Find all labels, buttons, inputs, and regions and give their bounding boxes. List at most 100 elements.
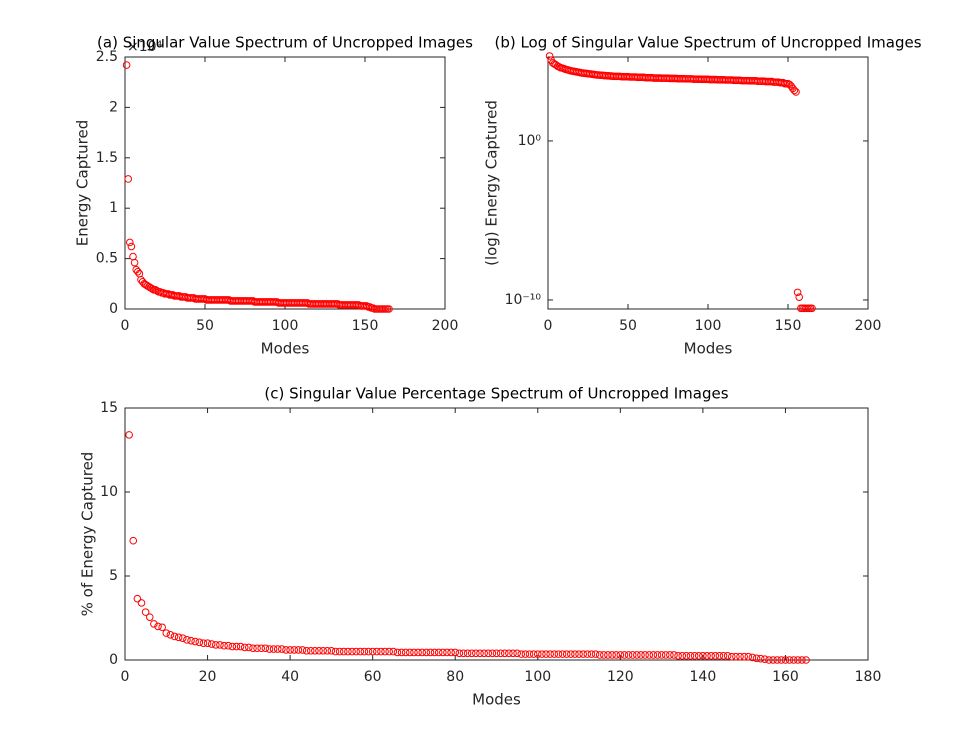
y-tick-label: 1 bbox=[109, 200, 118, 216]
data-point bbox=[686, 652, 695, 660]
data-point bbox=[740, 652, 748, 661]
data-point bbox=[397, 648, 406, 657]
data-point bbox=[761, 655, 769, 663]
data-point bbox=[567, 650, 575, 658]
y-axis-label: % of Energy Captured bbox=[79, 452, 97, 617]
data-point bbox=[191, 637, 199, 646]
chart-title: (c) Singular Value Percentage Spectrum o… bbox=[264, 385, 728, 403]
data-point bbox=[666, 651, 674, 659]
data-point bbox=[418, 648, 427, 657]
data-point bbox=[756, 654, 765, 663]
x-tick-label: 100 bbox=[695, 318, 722, 334]
chart-title: (a) Singular Value Spectrum of Uncropped… bbox=[97, 34, 473, 52]
data-point bbox=[500, 649, 509, 658]
data-point bbox=[711, 652, 720, 660]
data-point bbox=[236, 642, 245, 651]
data-point bbox=[616, 651, 625, 659]
data-point bbox=[798, 656, 806, 664]
data-point bbox=[637, 651, 645, 659]
data-point bbox=[216, 641, 224, 649]
axes-box bbox=[547, 56, 869, 310]
data-point bbox=[253, 644, 261, 653]
data-point bbox=[240, 643, 249, 652]
data-point bbox=[793, 288, 802, 297]
data-point bbox=[249, 644, 257, 653]
data-point bbox=[344, 647, 352, 656]
data-point bbox=[150, 620, 158, 628]
data-point bbox=[261, 644, 270, 653]
data-point bbox=[282, 646, 290, 654]
data-point bbox=[372, 647, 381, 656]
data-point bbox=[422, 648, 431, 657]
data-point bbox=[727, 652, 736, 661]
data-point bbox=[546, 650, 554, 658]
data-point bbox=[224, 641, 232, 650]
data-point bbox=[174, 633, 183, 642]
data-point bbox=[591, 650, 600, 658]
data-point bbox=[657, 651, 666, 659]
x-tick-label: 50 bbox=[196, 318, 214, 334]
data-point bbox=[124, 175, 132, 183]
y-tick-label: 2 bbox=[109, 99, 118, 115]
data-point bbox=[133, 594, 142, 603]
data-point bbox=[595, 651, 604, 659]
data-point bbox=[232, 642, 241, 651]
data-point bbox=[600, 651, 608, 659]
data-point bbox=[505, 649, 513, 658]
x-tick-label: 60 bbox=[364, 669, 382, 685]
x-tick-label: 0 bbox=[121, 318, 130, 334]
data-point bbox=[286, 646, 294, 654]
data-point bbox=[624, 651, 633, 659]
data-point bbox=[257, 644, 266, 653]
data-point bbox=[612, 651, 621, 659]
data-point bbox=[141, 608, 150, 616]
data-point bbox=[323, 646, 332, 655]
data-point bbox=[529, 650, 538, 658]
y-tick-label: 15 bbox=[100, 400, 118, 416]
data-point bbox=[715, 652, 724, 660]
data-point bbox=[476, 649, 484, 658]
data-point bbox=[356, 647, 365, 656]
y-tick-label: 5 bbox=[109, 568, 118, 584]
y-tick-label: 1.5 bbox=[96, 150, 118, 166]
data-point bbox=[199, 639, 208, 648]
data-point bbox=[545, 52, 554, 60]
data-point bbox=[339, 647, 348, 656]
data-point bbox=[430, 648, 439, 657]
data-point bbox=[364, 647, 373, 656]
data-point bbox=[789, 656, 798, 664]
x-tick-label: 80 bbox=[446, 669, 464, 685]
data-point bbox=[290, 646, 299, 654]
data-point bbox=[792, 88, 800, 96]
x-tick-label: 160 bbox=[772, 669, 799, 685]
data-point bbox=[575, 650, 583, 658]
y-tick-label: 0 bbox=[109, 652, 118, 668]
data-point bbox=[744, 652, 753, 661]
data-point bbox=[145, 613, 154, 621]
data-point bbox=[385, 647, 393, 656]
data-point bbox=[170, 632, 179, 641]
y-tick-label: 10 bbox=[100, 484, 118, 500]
data-point bbox=[707, 652, 715, 660]
data-point bbox=[127, 242, 136, 251]
data-point bbox=[748, 653, 757, 662]
data-point bbox=[443, 648, 451, 657]
data-point bbox=[719, 652, 728, 660]
data-point bbox=[265, 645, 274, 653]
data-point bbox=[674, 652, 682, 660]
data-point bbox=[682, 652, 691, 660]
data-point bbox=[134, 267, 142, 276]
data-point bbox=[352, 647, 360, 656]
data-point bbox=[306, 646, 315, 655]
data-point bbox=[122, 61, 131, 69]
data-point bbox=[604, 651, 612, 659]
data-point bbox=[736, 652, 744, 661]
data-point bbox=[550, 650, 559, 658]
data-point bbox=[694, 652, 703, 660]
data-point bbox=[521, 650, 530, 658]
data-point bbox=[410, 648, 418, 657]
data-point bbox=[129, 536, 138, 545]
y-tick-label: 10⁻¹⁰ bbox=[505, 292, 542, 308]
x-tick-label: 150 bbox=[775, 318, 802, 334]
